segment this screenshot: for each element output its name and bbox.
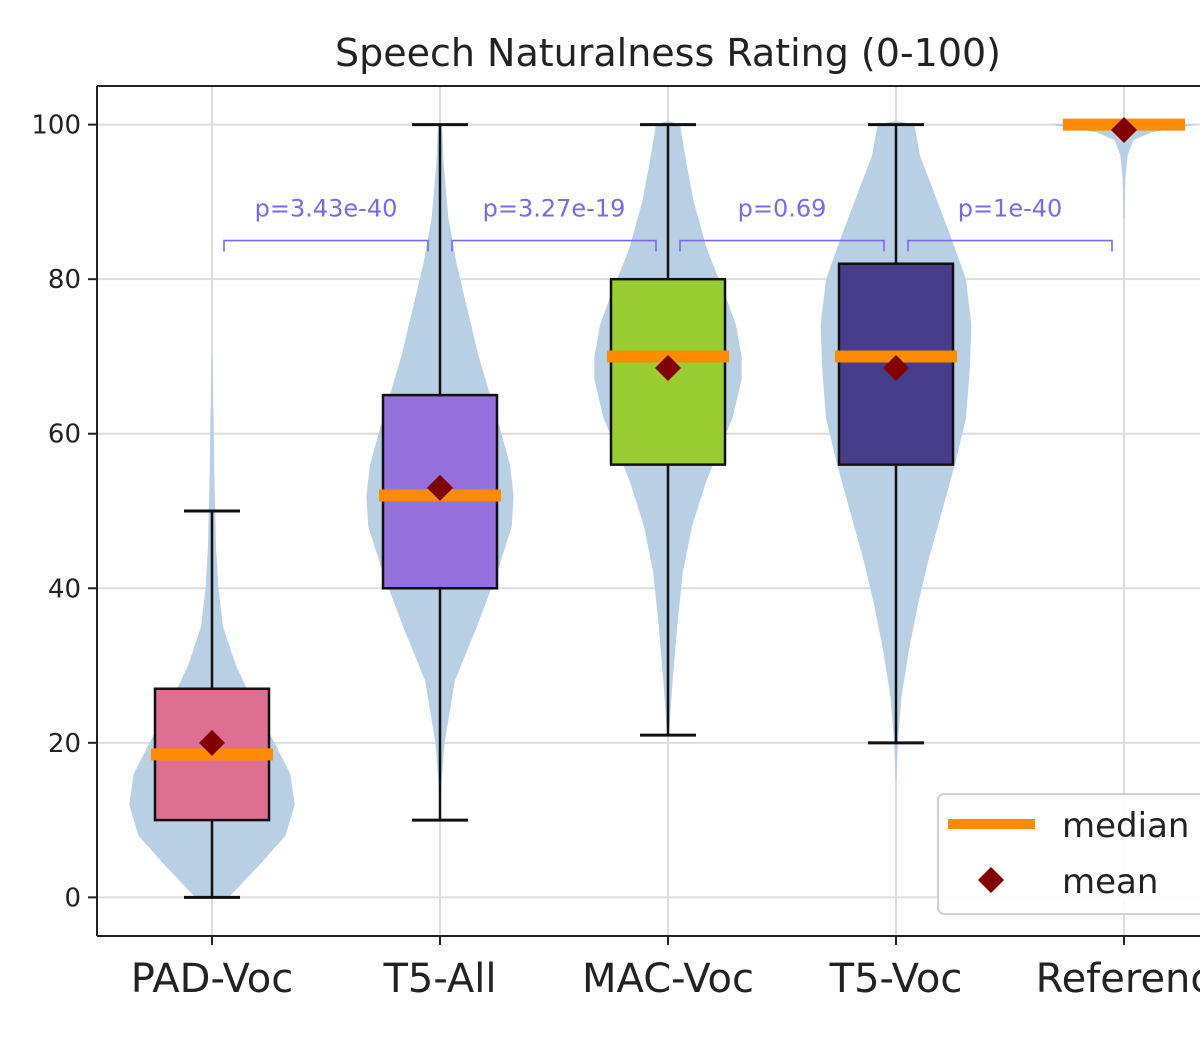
x-tick-label: Referenc: [1036, 956, 1200, 1002]
legend-mean-swatch: [978, 867, 1004, 893]
significance-label: p=3.27e-19: [483, 195, 626, 223]
x-tick-label: T5-Voc: [829, 956, 963, 1002]
significance-bracket: [907, 239, 1113, 252]
mean-marker-mac-voc: [655, 355, 681, 382]
x-tick-label: T5-All: [382, 956, 496, 1002]
significance-bracket: [451, 239, 657, 252]
legend: median mean: [937, 793, 1200, 915]
chart-title: Speech Naturalness Rating (0-100): [335, 31, 1001, 75]
y-tick-label: 40: [48, 574, 81, 604]
x-tick-label: MAC-Voc: [582, 956, 754, 1002]
axes: 0 20 40 60 80 100 PAD-Voc T5-All MAC-Voc T5-Voc Re…: [31, 85, 1200, 1002]
significance-bracket: [679, 239, 885, 252]
y-tick-label: 0: [64, 883, 81, 913]
significance-brackets: p=3.43e-40 p=3.27e-19 p=0.69 p=1e-40: [223, 195, 1113, 252]
mean-marker-t5-voc: [883, 355, 909, 382]
y-tick-label: 60: [48, 420, 81, 450]
box-plots: [151, 117, 1185, 899]
significance-label: p=0.69: [738, 195, 827, 223]
violins: [129, 120, 1198, 898]
y-tick-label: 100: [31, 111, 81, 141]
significance-bracket: [223, 239, 429, 252]
mean-marker-t5-all: [427, 474, 453, 501]
y-tick-label: 80: [48, 265, 81, 295]
x-tick-label: PAD-Voc: [131, 956, 294, 1002]
mean-marker-pad-voc: [199, 729, 225, 756]
legend-mean-label: mean: [1062, 862, 1158, 902]
mean-marker-reference: [1111, 117, 1137, 144]
violin-reference: [1050, 120, 1198, 218]
legend-median-label: median: [1062, 806, 1189, 846]
y-tick-label: 20: [48, 729, 81, 759]
significance-label: p=3.43e-40: [255, 195, 398, 223]
significance-label: p=1e-40: [958, 195, 1063, 223]
